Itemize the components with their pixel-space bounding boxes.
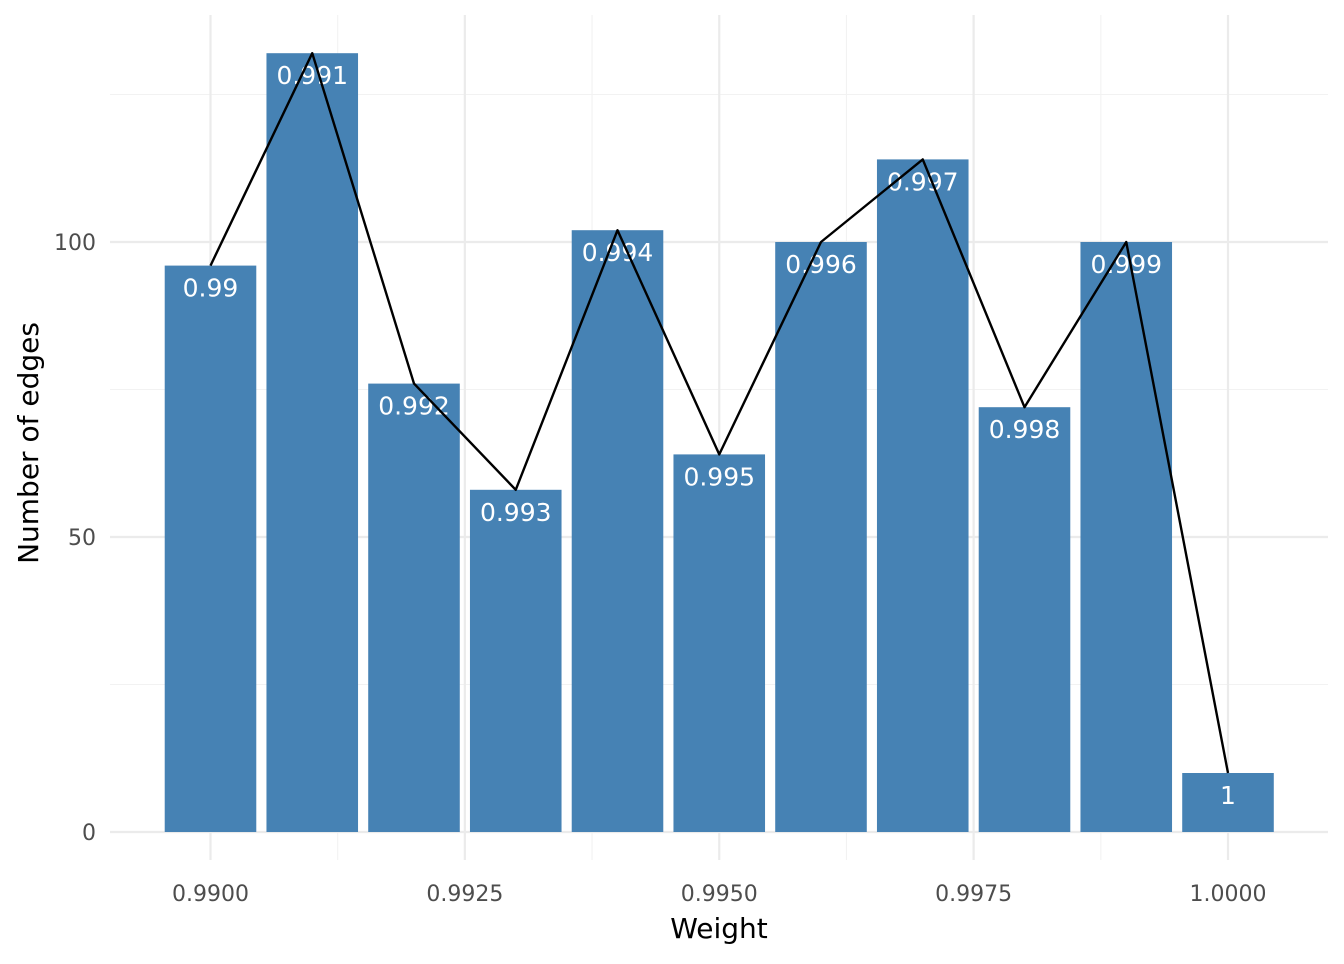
x-tick-label: 0.9975 (935, 882, 1012, 907)
y-tick-label: 0 (82, 821, 96, 846)
bar (368, 383, 460, 832)
bar (876, 159, 969, 832)
bar-value-label: 0.995 (683, 462, 755, 491)
bars (164, 53, 1274, 833)
bar-value-label: 1 (1220, 781, 1236, 810)
bar-value-label: 0.99 (183, 274, 239, 303)
x-tick-label: 0.9950 (681, 882, 758, 907)
bar (164, 265, 257, 833)
x-tick-label: 0.9925 (426, 882, 503, 907)
y-axis-title: Number of edges (12, 322, 45, 564)
y-tick-label: 50 (68, 526, 96, 551)
bar-value-label: 0.994 (582, 238, 654, 267)
bar-value-label: 0.992 (378, 392, 450, 421)
y-tick-label: 100 (54, 231, 96, 256)
bar (571, 230, 664, 832)
bar-value-label: 0.996 (785, 250, 857, 279)
trend-line (209, 52, 1230, 774)
bar (266, 53, 359, 832)
bar-labels: 0.99 0.991 0.992 0.993 0.994 0.995 0.996 0.997 0… (183, 61, 1236, 810)
bar (978, 407, 1071, 832)
tick-labels: 0.9900 0.9925 0.9950 0.9975 1.0000 0 50 100 (54, 231, 1266, 907)
bar-value-label: 0.998 (989, 415, 1061, 444)
bar (1182, 773, 1274, 832)
bar-value-label: 0.999 (1090, 250, 1162, 279)
bar (775, 242, 867, 832)
x-axis-title: Weight (670, 912, 768, 945)
bar-value-label: 0.997 (887, 167, 959, 196)
series-line (209, 52, 1230, 774)
x-tick-label: 0.9900 (172, 882, 249, 907)
x-tick-label: 1.0000 (1190, 882, 1267, 907)
bar-value-label: 0.993 (480, 498, 552, 527)
bar (1080, 242, 1173, 832)
bar (673, 454, 766, 832)
bar-value-label: 0.991 (276, 61, 348, 90)
bar (469, 489, 562, 832)
